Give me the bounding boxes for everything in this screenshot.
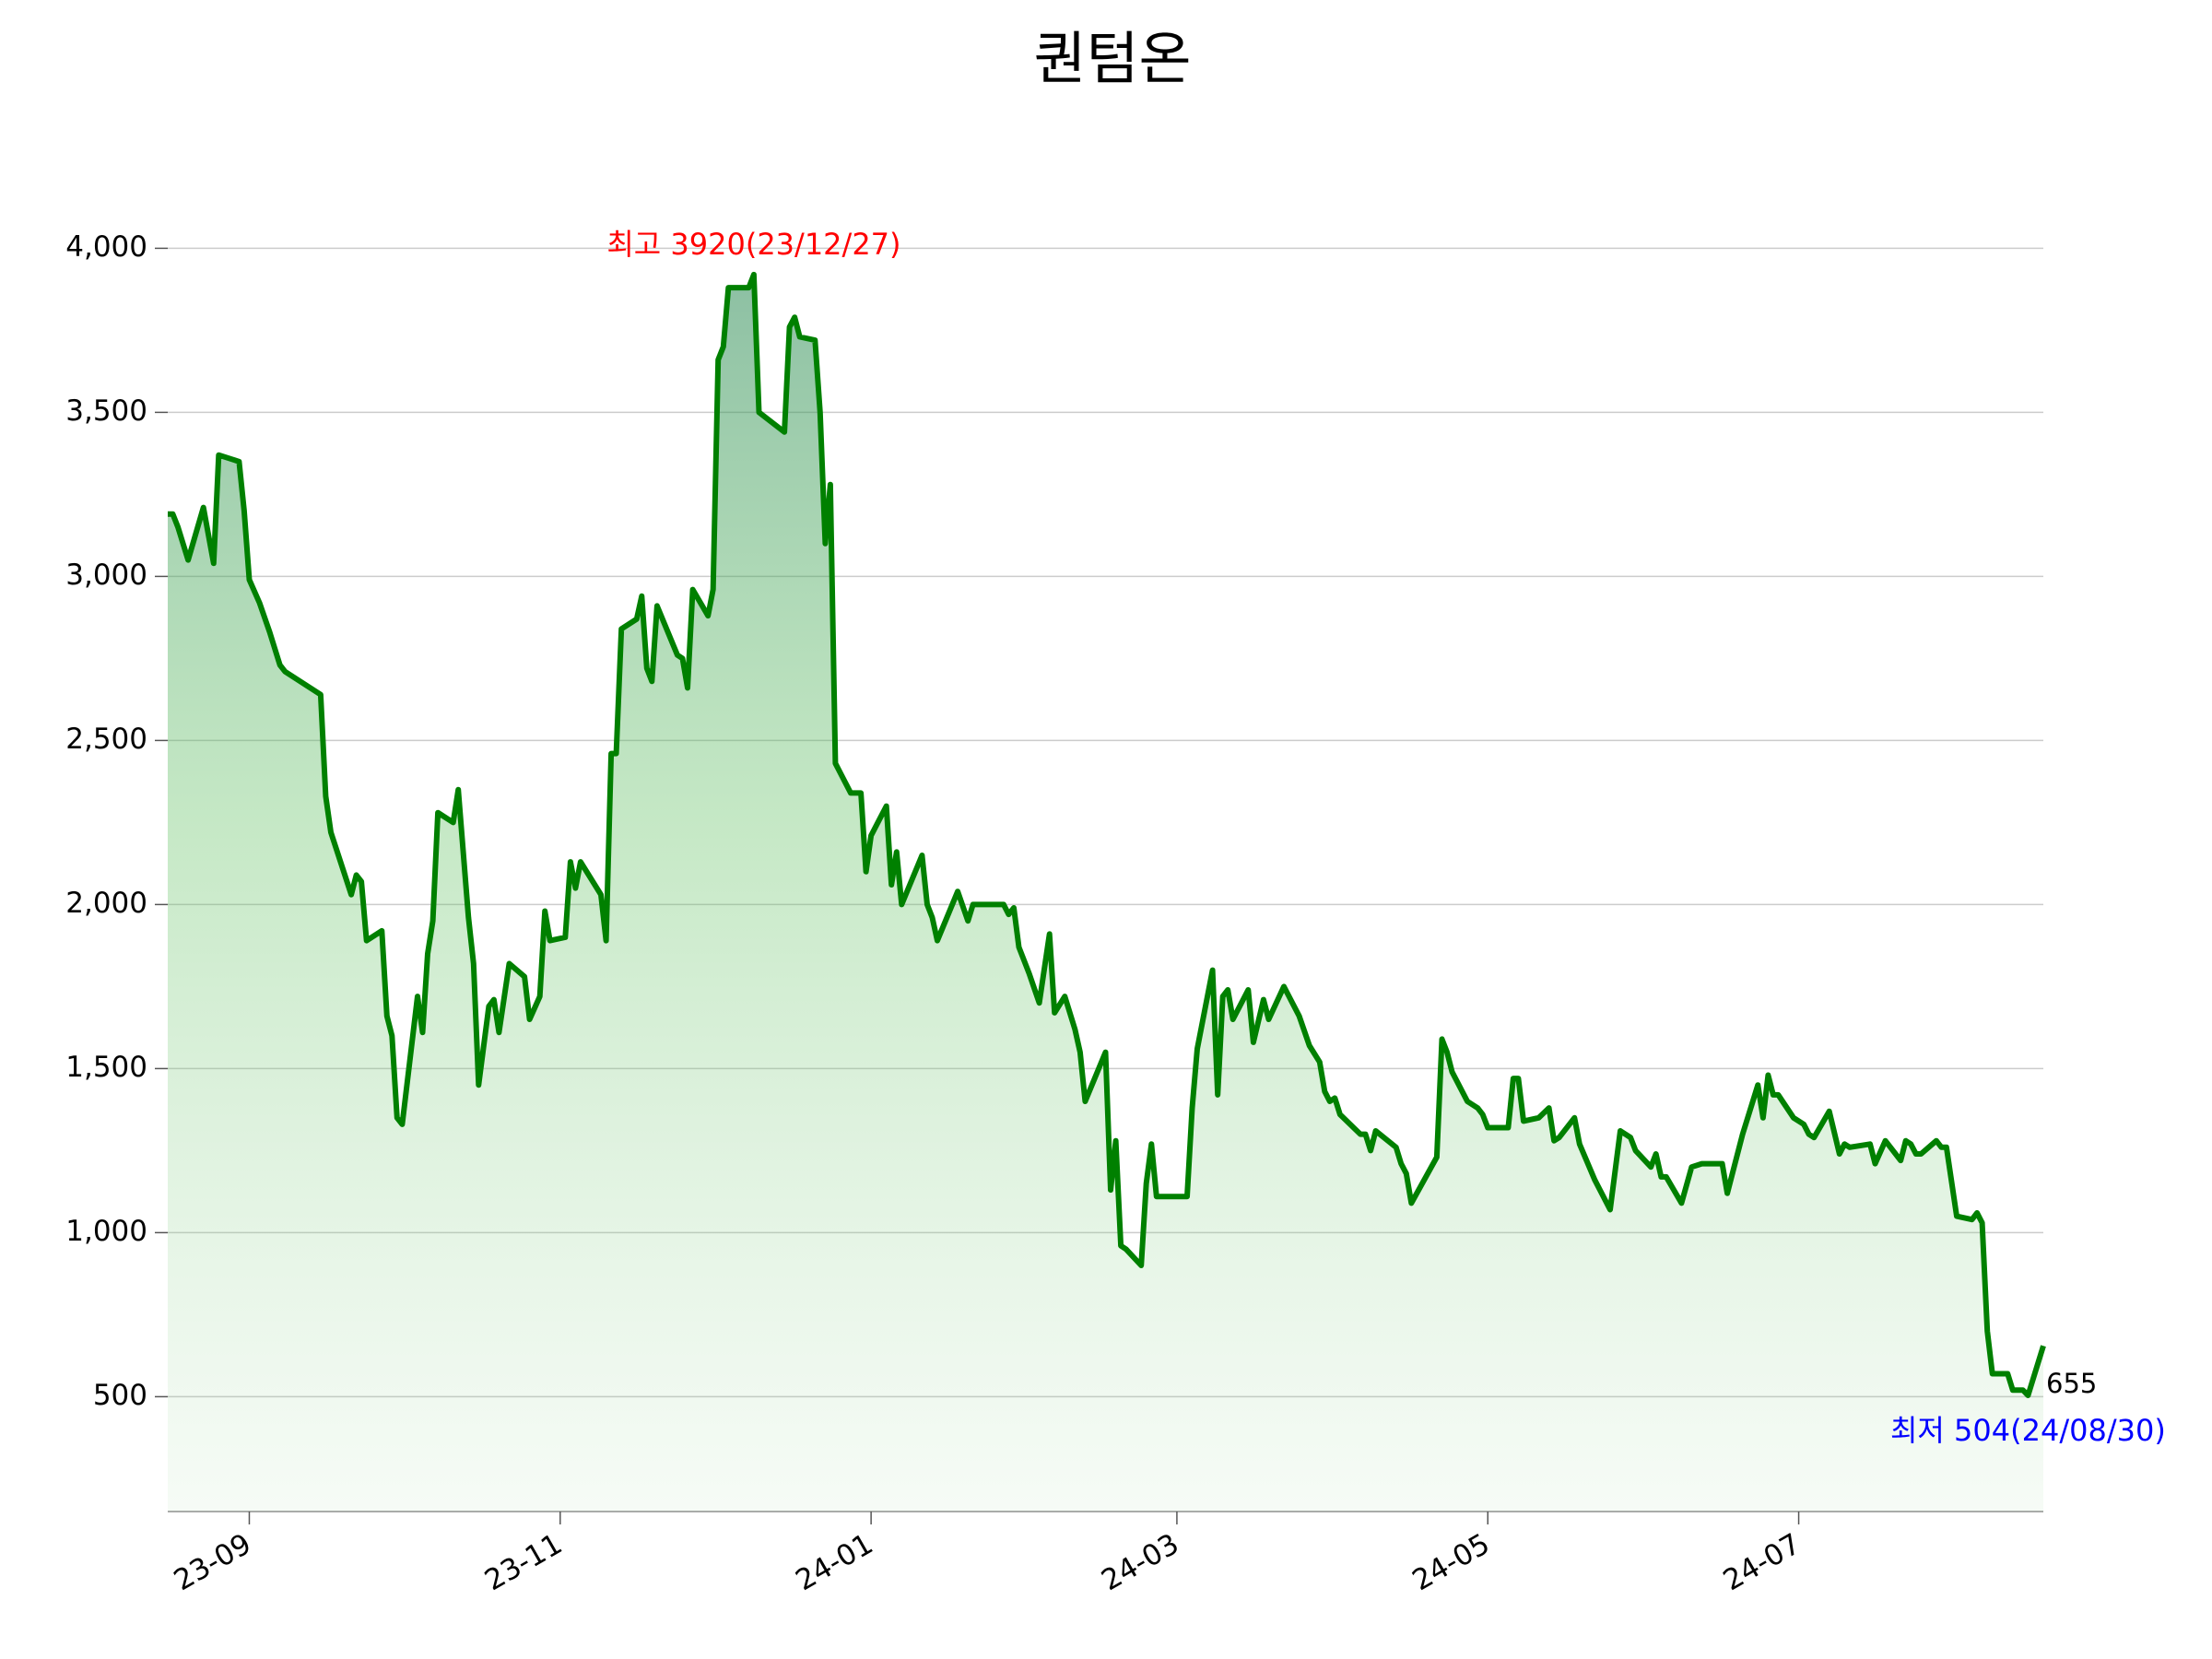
line (168, 271, 2046, 1398)
last-value-label: 655 (2046, 1368, 2097, 1399)
y-tick-label: 1,500 (65, 1051, 147, 1084)
x-tick-label: 24-07 (1718, 1527, 1806, 1597)
y-tick-label: 3,500 (65, 394, 147, 428)
y-tick-label: 2,500 (65, 723, 147, 756)
x-tick-label: 24-05 (1406, 1527, 1495, 1597)
max-annotation: 최고 3920(23/12/27) (606, 227, 900, 262)
y-tick-label: 4,000 (65, 230, 147, 264)
x-tick-label: 23-11 (479, 1527, 568, 1597)
area (168, 274, 2043, 1512)
min-annotation: 최저 504(24/08/30) (1890, 1413, 2166, 1448)
x-tick-label: 24-01 (790, 1527, 878, 1597)
y-tick-label: 500 (93, 1379, 147, 1412)
y-tick-label: 3,000 (65, 559, 147, 592)
y-tick-label: 2,000 (65, 887, 147, 920)
x-tick-label: 23-09 (169, 1527, 257, 1597)
x-tick-label: 24-03 (1096, 1527, 1184, 1597)
y-tick-label: 1,000 (65, 1215, 147, 1248)
chart-title: 퀀텀온 (1033, 25, 1191, 92)
